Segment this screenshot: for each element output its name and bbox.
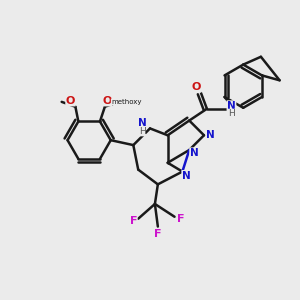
Text: H: H xyxy=(228,109,235,118)
Text: N: N xyxy=(182,170,191,181)
Text: O: O xyxy=(191,82,201,92)
Text: H: H xyxy=(139,127,146,136)
Text: O: O xyxy=(102,96,112,106)
Text: methoxy: methoxy xyxy=(111,99,142,105)
Text: O: O xyxy=(66,96,75,106)
Text: F: F xyxy=(154,230,162,239)
Text: F: F xyxy=(130,216,137,226)
Text: F: F xyxy=(177,214,184,224)
Text: N: N xyxy=(190,148,199,158)
Text: N: N xyxy=(206,130,215,140)
Text: N: N xyxy=(227,101,236,111)
Text: N: N xyxy=(138,118,146,128)
